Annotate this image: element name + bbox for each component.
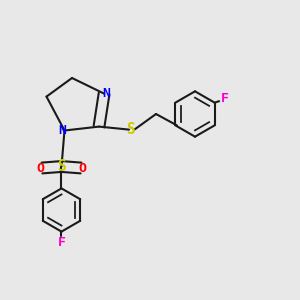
Text: N: N [58, 124, 66, 137]
Text: S: S [126, 122, 135, 137]
Text: N: N [103, 87, 110, 100]
Text: O: O [37, 161, 44, 175]
Text: F: F [220, 92, 229, 105]
Text: F: F [58, 236, 65, 250]
Text: O: O [79, 161, 86, 175]
Text: S: S [57, 159, 66, 174]
